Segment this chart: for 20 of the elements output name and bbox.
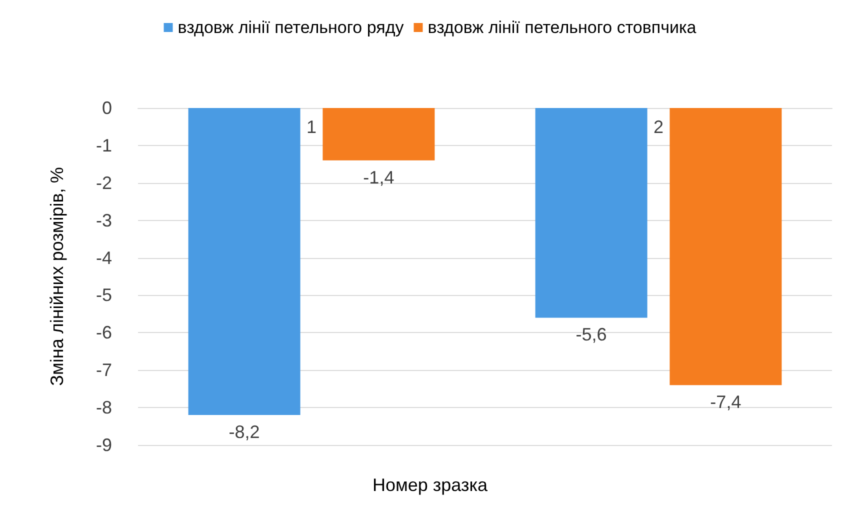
x-tick-label: 2 xyxy=(653,117,664,137)
y-tick-label: 0 xyxy=(102,98,112,118)
data-label: -5,6 xyxy=(576,324,607,345)
y-tick-label: -9 xyxy=(96,435,112,455)
data-label: -7,4 xyxy=(710,392,742,412)
y-tick-label: -2 xyxy=(96,172,112,193)
y-tick-label: -5 xyxy=(96,285,112,306)
x-axis-title: Номер зразка xyxy=(372,475,488,495)
legend-label: вздовж лінії петельного стовпчика xyxy=(428,18,697,37)
y-tick-label: -4 xyxy=(96,248,112,268)
x-tick-label: 1 xyxy=(306,117,317,137)
data-label: -1,4 xyxy=(363,167,394,188)
y-axis-title: Зміна лінійних розмірів, % xyxy=(47,167,67,386)
y-tick-label: -8 xyxy=(96,398,112,418)
y-tick-label: -3 xyxy=(96,210,112,230)
y-tick-label: -1 xyxy=(96,135,112,156)
y-tick-label: -7 xyxy=(96,360,112,380)
legend-label: вздовж лінії петельного ряду xyxy=(178,18,404,37)
y-tick-label: -6 xyxy=(96,322,112,343)
data-label: -8,2 xyxy=(228,422,260,442)
